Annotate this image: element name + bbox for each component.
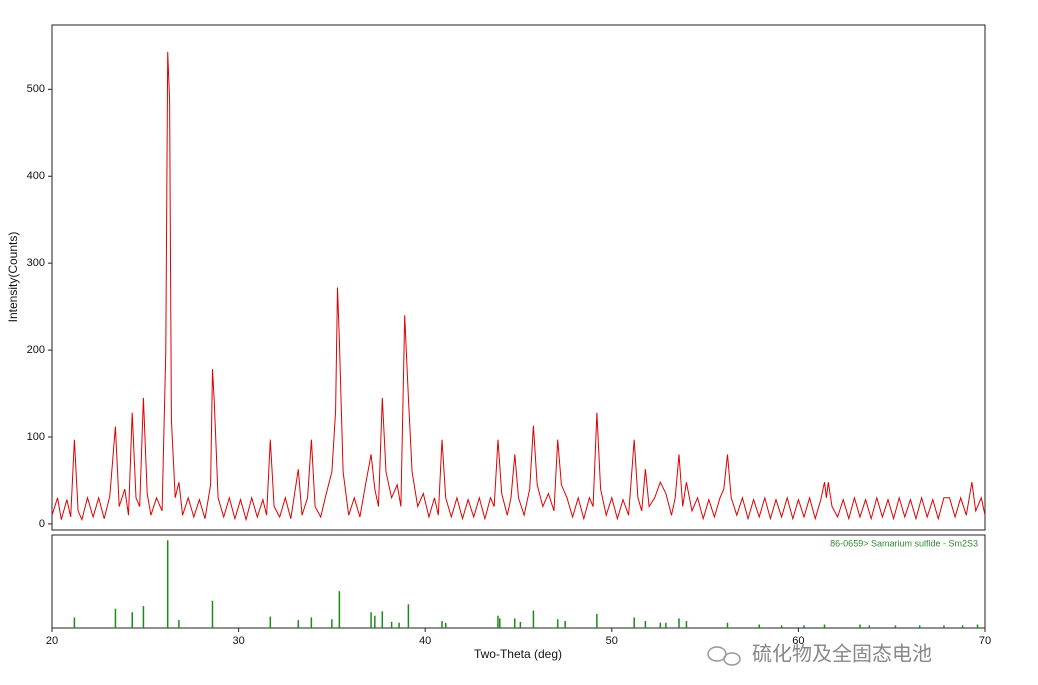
y-axis-label: Intensity(Counts) [6, 232, 20, 323]
x-tick-label: 50 [606, 635, 618, 647]
y-tick-label: 500 [27, 83, 45, 95]
pattern-line [51, 51, 986, 522]
x-tick-label: 30 [232, 635, 244, 647]
watermark-icon [707, 646, 741, 666]
y-tick-label: 400 [27, 170, 45, 182]
x-axis-label: Two-Theta (deg) [474, 647, 562, 661]
x-tick-label: 60 [792, 635, 804, 647]
x-tick-label: 40 [419, 635, 431, 647]
x-tick-label: 20 [46, 635, 58, 647]
y-tick-label: 100 [27, 431, 45, 443]
top-frame [51, 24, 986, 531]
y-tick-label: 0 [39, 518, 45, 530]
y-tick-label: 200 [27, 344, 45, 356]
y-tick-label: 300 [27, 257, 45, 269]
x-tick-label: 70 [979, 635, 991, 647]
bottom-frame [51, 534, 986, 629]
watermark: 硫化物及全固态电池 [752, 642, 932, 665]
reference-label: 86-0659> Samarium sulfide - Sm2S3 [830, 538, 978, 548]
